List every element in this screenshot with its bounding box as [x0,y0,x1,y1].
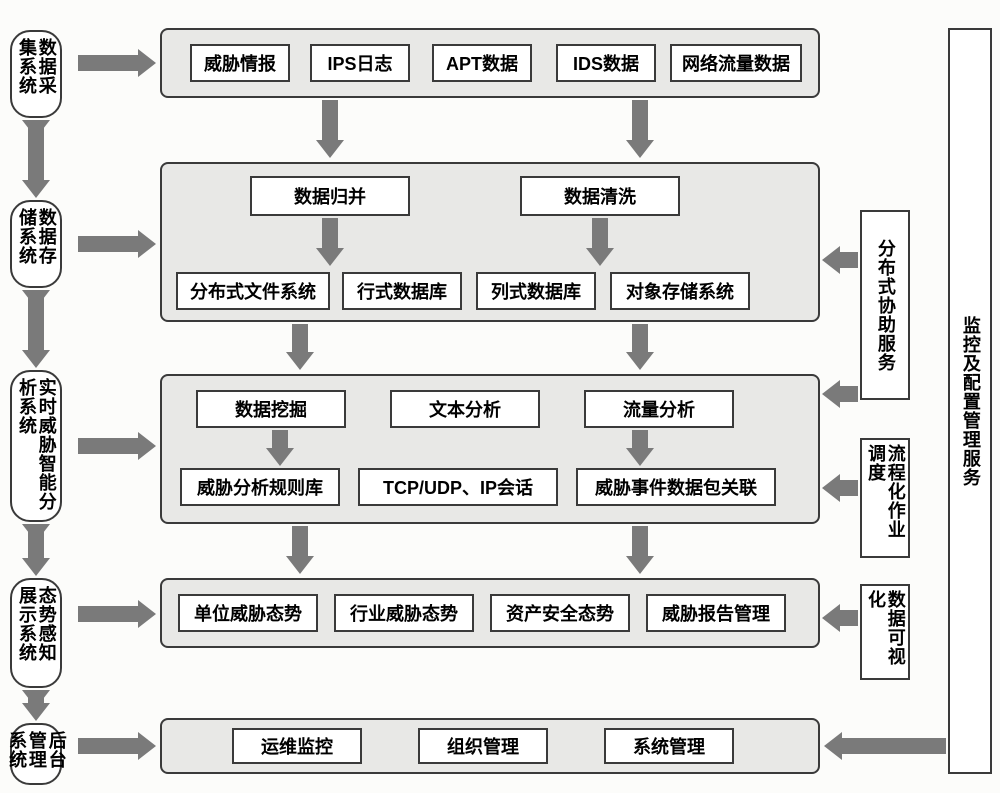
cell: 威胁情报 [190,44,290,82]
cell: IPS日志 [310,44,410,82]
cell: 威胁分析规则库 [180,468,340,506]
right-box-r1: 分布式协助服务 [860,210,910,400]
cell: 单位威胁态势 [178,594,318,632]
cell: 行业威胁态势 [334,594,474,632]
cell: APT数据 [432,44,532,82]
left-label-l4: 态势感知展示系统 [10,578,62,688]
right-box-r2: 流程化作业调度 [860,438,910,558]
cell: 网络流量数据 [670,44,802,82]
cell: 数据挖掘 [196,390,346,428]
cell: 威胁事件数据包关联 [576,468,776,506]
cell: 组织管理 [418,728,548,764]
cell: IDS数据 [556,44,656,82]
cell: 威胁报告管理 [646,594,786,632]
cell: TCP/UDP、IP会话 [358,468,558,506]
cell: 流量分析 [584,390,734,428]
cell: 系统管理 [604,728,734,764]
right-box-r4: 监控及配置管理服务 [948,28,992,774]
cell: 运维监控 [232,728,362,764]
cell: 分布式文件系统 [176,272,330,310]
cell: 列式数据库 [476,272,596,310]
cell: 资产安全态势 [490,594,630,632]
cell: 文本分析 [390,390,540,428]
left-label-l5: 后台管理系统 [10,723,62,785]
cell: 数据归并 [250,176,410,216]
cell: 数据清洗 [520,176,680,216]
cell: 行式数据库 [342,272,462,310]
left-label-l3: 实时威胁智能分析系统 [10,370,62,522]
left-label-l2: 数据存储系统 [10,200,62,288]
cell: 对象存储系统 [610,272,750,310]
left-label-l1: 数据采集系统 [10,30,62,118]
right-box-r3: 数据可视化 [860,584,910,680]
